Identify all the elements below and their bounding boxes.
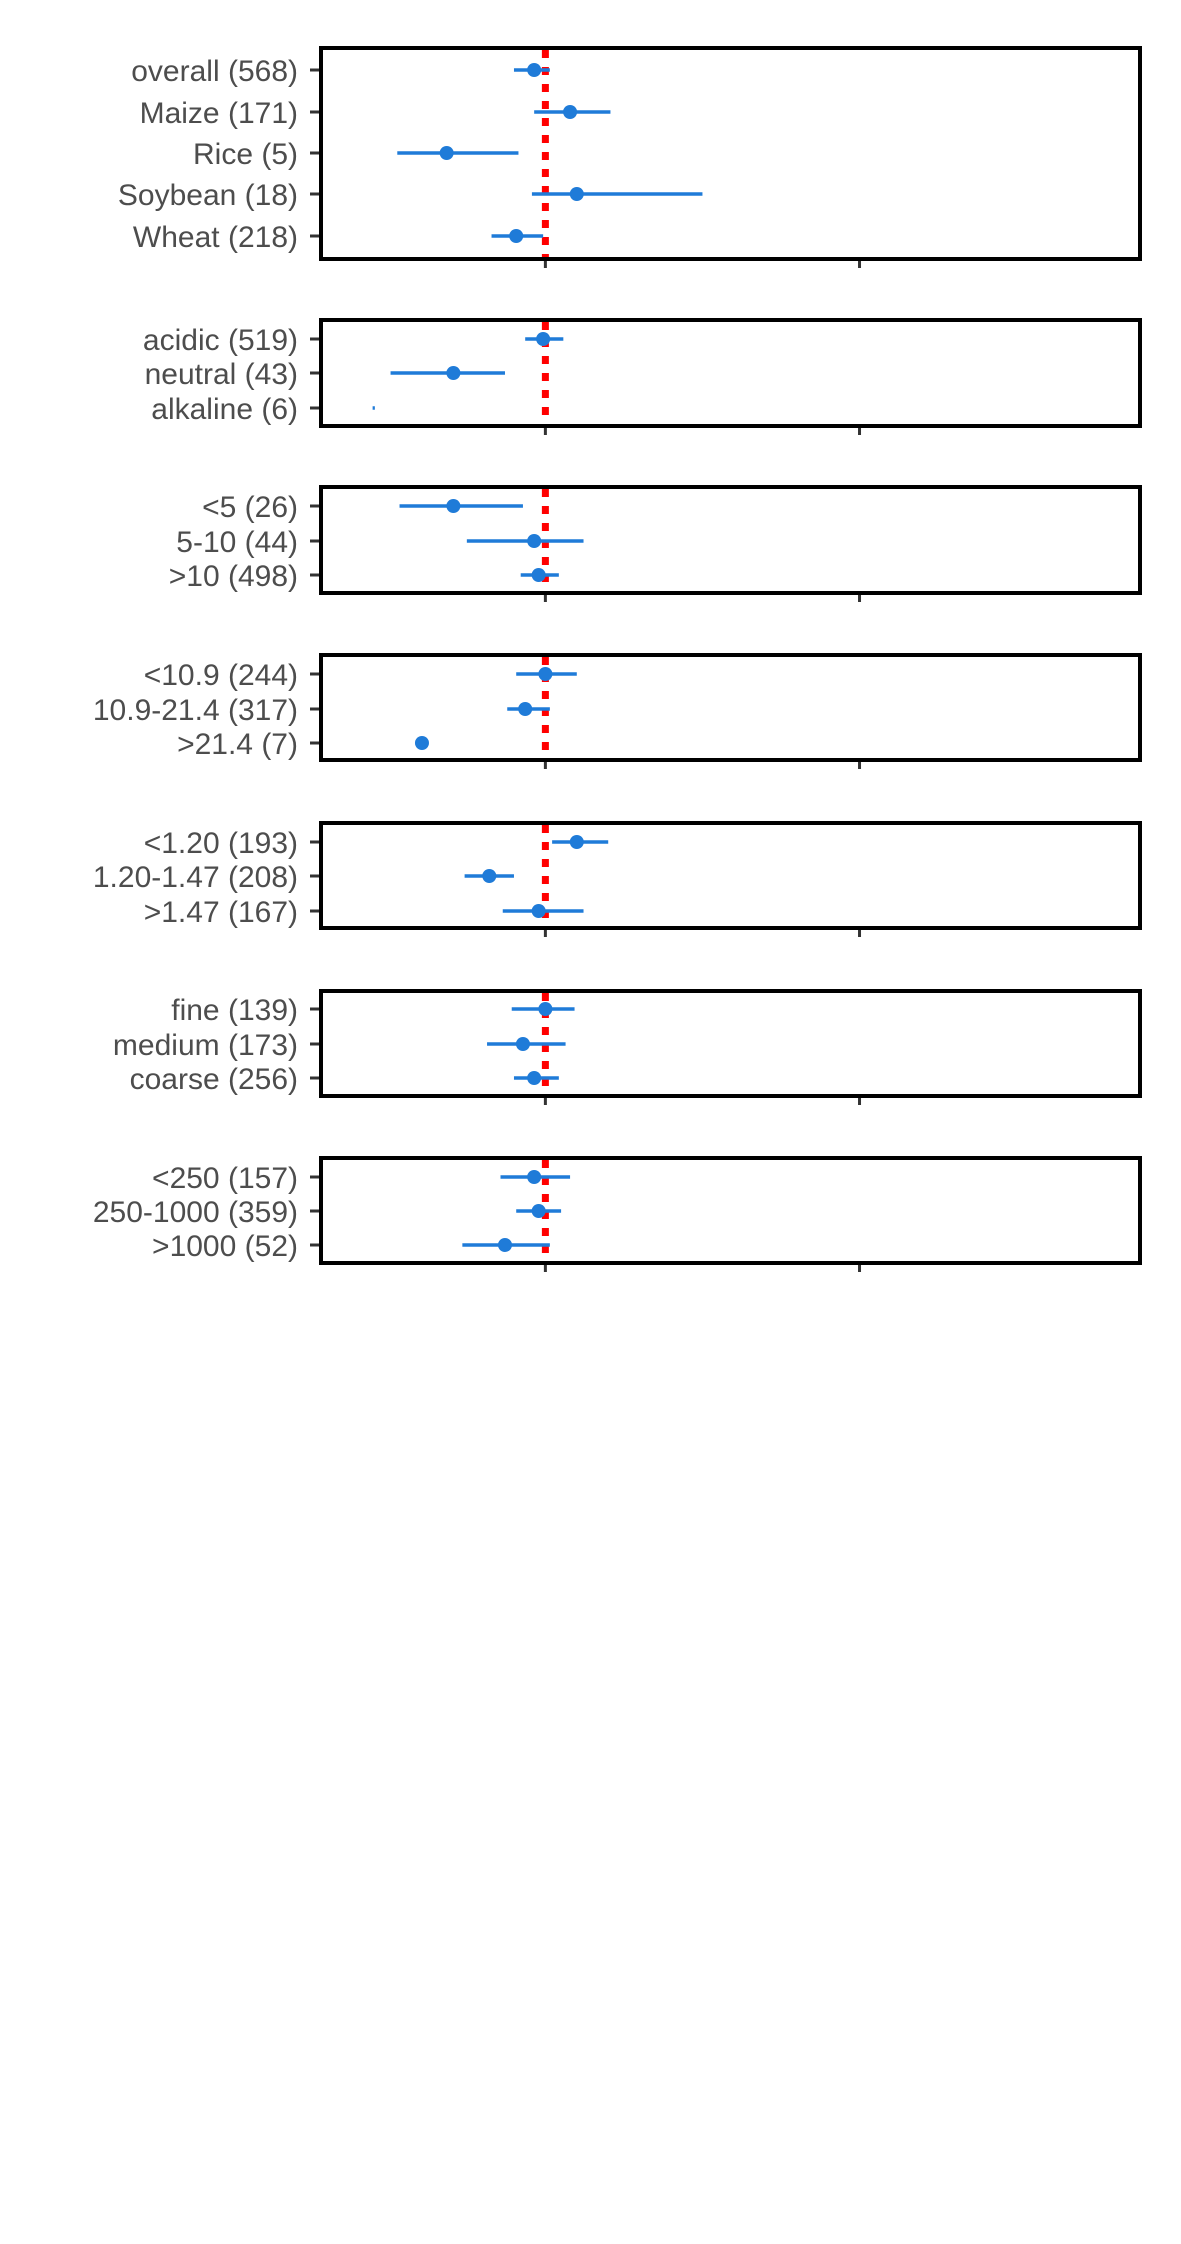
point-estimate [569,835,584,849]
point-estimate [446,499,461,513]
point-estimate [527,1170,542,1184]
point-estimate [509,229,524,243]
panel-frame [319,485,1142,595]
row-label: medium (173) [113,1029,298,1062]
panel-frame [319,821,1142,930]
row-label: <5 (26) [202,491,298,524]
point-estimate [531,904,546,918]
row-label: 250-1000 (359) [93,1196,298,1229]
point-estimate [518,702,533,716]
panel-frame [319,653,1142,762]
row-label: Maize (171) [140,97,298,130]
row-label: <250 (157) [152,1162,298,1195]
row-label: >10 (498) [169,560,298,593]
row-label: 5-10 (44) [176,526,298,559]
panel-frame [319,989,1142,1098]
row-label: neutral (43) [145,358,298,391]
point-estimate [515,1037,530,1051]
row-label: >1000 (52) [152,1230,298,1263]
row-label: overall (568) [131,55,298,88]
panel-frame [319,46,1142,261]
row-label: <10.9 (244) [144,659,298,692]
point-estimate [414,736,429,750]
row-label: fine (139) [171,994,298,1027]
row-label: 1.20-1.47 (208) [93,861,298,894]
point-estimate [569,187,584,201]
panel-frame [319,1156,1142,1265]
row-label: coarse (256) [130,1063,298,1096]
point-estimate [531,568,546,582]
row-label: <1.20 (193) [144,827,298,860]
point-estimate [446,366,461,380]
panel-frame [319,318,1142,428]
row-label: >1.47 (167) [144,896,298,929]
point-estimate [497,1238,512,1252]
point-estimate [527,1071,542,1085]
row-label: Rice (5) [193,138,298,171]
point-estimate [527,63,542,77]
point-estimate [536,332,551,346]
point-estimate [482,869,497,883]
row-label: Soybean (18) [118,179,298,212]
row-label: Wheat (218) [133,221,298,254]
point-estimate [538,667,553,681]
point-estimate [527,534,542,548]
point-estimate [563,105,578,119]
point-estimate [538,1002,553,1016]
row-label: >21.4 (7) [177,728,298,761]
point-estimate [531,1204,546,1218]
point-estimate [439,146,454,160]
row-label: acidic (519) [143,324,298,357]
row-label: 10.9-21.4 (317) [93,694,298,727]
row-label: alkaline (6) [151,393,298,426]
